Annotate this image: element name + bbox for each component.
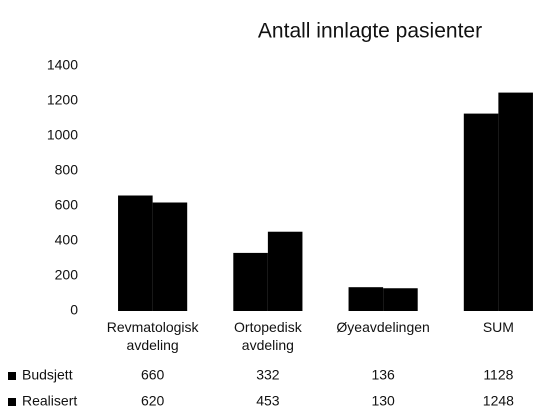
y-tick-label: 200 [55, 267, 79, 283]
y-tick-label: 0 [70, 302, 78, 318]
y-tick-label: 1400 [47, 57, 78, 73]
legend-label: Realisert [22, 393, 77, 409]
table-value: 1128 [483, 367, 513, 383]
bar [233, 252, 268, 311]
x-tick-label: Øyeavdelingen [336, 319, 430, 335]
y-tick-label: 1000 [47, 127, 78, 143]
legend-marker [8, 398, 16, 406]
table-value: 130 [371, 393, 395, 409]
bar [348, 287, 384, 311]
bar [498, 92, 533, 311]
legend-marker [8, 372, 16, 380]
table-value: 620 [141, 393, 165, 409]
table-value: 332 [256, 367, 280, 383]
y-tick-label: 800 [55, 162, 79, 178]
table-value: 453 [256, 393, 280, 409]
bar [463, 113, 499, 311]
table-value: 660 [141, 367, 165, 383]
bar [152, 202, 188, 311]
bar [118, 195, 153, 311]
chart-title: Antall innlagte pasienter [258, 20, 482, 43]
y-tick-label: 600 [55, 197, 79, 213]
bar [383, 288, 418, 311]
bar [267, 231, 303, 311]
table-value: 136 [371, 367, 395, 383]
y-tick-label: 400 [55, 232, 79, 248]
y-tick-label: 1200 [47, 92, 78, 108]
legend-label: Budsjett [22, 367, 73, 383]
x-tick-label: SUM [482, 319, 514, 335]
x-tick-label: Revmatologisk avdeling [106, 319, 199, 353]
x-tick-label: Ortopedisk avdeling [234, 319, 302, 353]
table-value: 1248 [483, 393, 514, 409]
